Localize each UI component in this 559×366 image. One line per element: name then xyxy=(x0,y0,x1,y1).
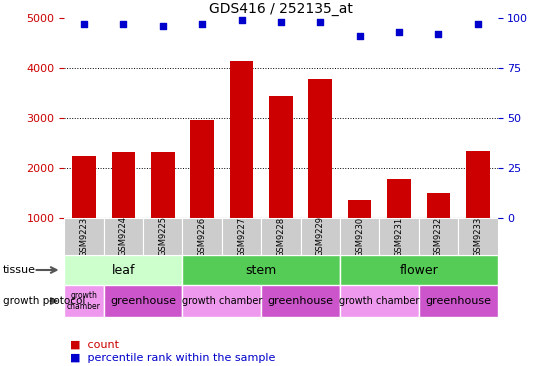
Text: GSM9227: GSM9227 xyxy=(237,216,246,257)
Bar xyxy=(103,218,143,255)
Text: ■  count: ■ count xyxy=(70,340,119,350)
Bar xyxy=(182,218,222,255)
Text: GSM9233: GSM9233 xyxy=(473,216,482,257)
Bar xyxy=(64,255,182,285)
Point xyxy=(79,21,88,27)
Bar xyxy=(309,78,332,218)
Bar xyxy=(230,60,253,218)
Point xyxy=(198,21,207,27)
Text: GSM9230: GSM9230 xyxy=(355,216,364,257)
Bar xyxy=(64,218,103,255)
Text: leaf: leaf xyxy=(112,264,135,276)
Text: greenhouse: greenhouse xyxy=(110,296,176,306)
Bar xyxy=(103,285,182,317)
Bar xyxy=(340,285,419,317)
Bar xyxy=(348,199,372,218)
Text: GSM9226: GSM9226 xyxy=(198,216,207,257)
Bar xyxy=(151,152,174,218)
Bar xyxy=(190,120,214,218)
Bar xyxy=(269,96,293,218)
Text: GSM9231: GSM9231 xyxy=(395,216,404,257)
Point xyxy=(395,29,404,35)
Bar xyxy=(380,218,419,255)
Point xyxy=(473,21,482,27)
Bar xyxy=(340,218,380,255)
Bar xyxy=(301,218,340,255)
Bar xyxy=(466,151,490,218)
Bar xyxy=(64,285,103,317)
Text: GSM9225: GSM9225 xyxy=(158,217,167,257)
Bar xyxy=(387,179,411,218)
Bar xyxy=(419,218,458,255)
Bar xyxy=(261,218,301,255)
Point xyxy=(158,23,167,29)
Bar xyxy=(222,218,261,255)
Bar xyxy=(72,156,96,218)
Bar xyxy=(182,255,340,285)
Text: stem: stem xyxy=(245,264,277,276)
Bar xyxy=(143,218,182,255)
Point xyxy=(316,19,325,25)
Bar xyxy=(427,193,450,218)
Text: GSM9228: GSM9228 xyxy=(276,216,286,257)
Point xyxy=(119,21,128,27)
Point xyxy=(434,31,443,37)
Text: flower: flower xyxy=(399,264,438,276)
Bar xyxy=(458,218,498,255)
Text: ■  percentile rank within the sample: ■ percentile rank within the sample xyxy=(70,353,275,363)
Title: GDS416 / 252135_at: GDS416 / 252135_at xyxy=(209,1,353,16)
Bar xyxy=(340,255,498,285)
Bar xyxy=(112,152,135,218)
Text: GSM9229: GSM9229 xyxy=(316,217,325,257)
Text: growth
chamber: growth chamber xyxy=(67,291,101,311)
Bar xyxy=(419,285,498,317)
Point xyxy=(277,19,286,25)
Bar xyxy=(261,285,340,317)
Text: GSM9232: GSM9232 xyxy=(434,216,443,257)
Point xyxy=(355,33,364,39)
Text: growth protocol: growth protocol xyxy=(3,296,85,306)
Bar xyxy=(182,285,261,317)
Text: growth chamber: growth chamber xyxy=(182,296,262,306)
Text: greenhouse: greenhouse xyxy=(268,296,334,306)
Text: growth chamber: growth chamber xyxy=(339,296,420,306)
Text: GSM9224: GSM9224 xyxy=(119,217,128,257)
Text: tissue: tissue xyxy=(3,265,36,275)
Point xyxy=(237,17,246,23)
Text: GSM9223: GSM9223 xyxy=(79,216,88,257)
Text: greenhouse: greenhouse xyxy=(425,296,491,306)
